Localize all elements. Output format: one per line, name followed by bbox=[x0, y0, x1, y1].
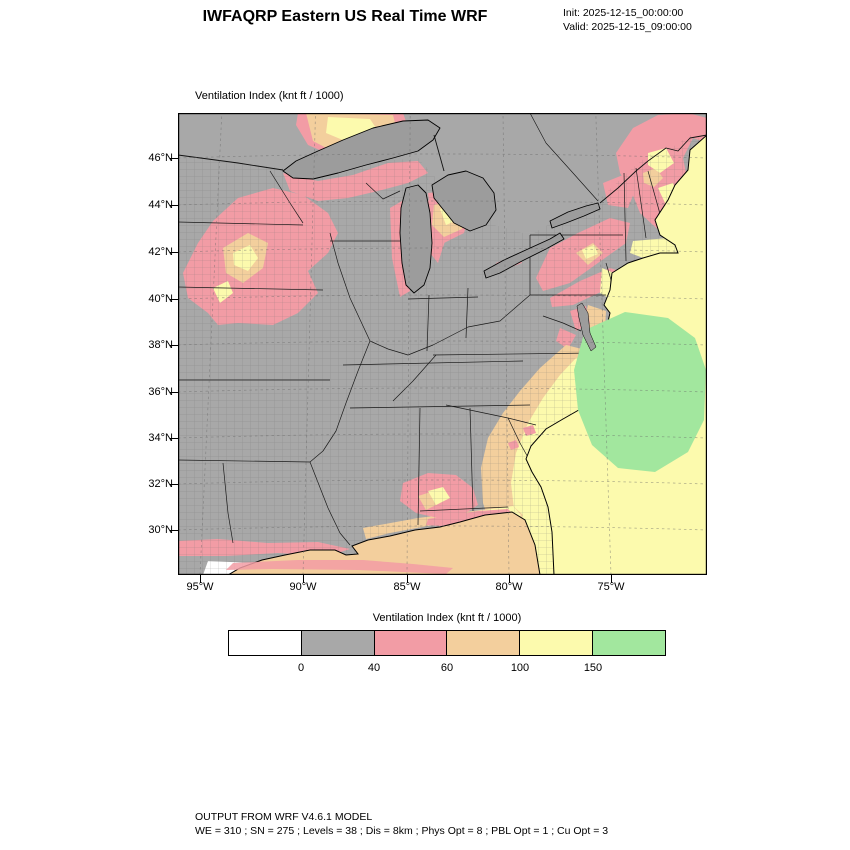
lat-label: 40°N bbox=[148, 293, 173, 305]
axis-tick bbox=[170, 530, 178, 532]
lake-erie bbox=[483, 232, 565, 279]
colorbar-segment bbox=[373, 631, 447, 655]
axis-tick bbox=[170, 484, 178, 486]
colorbar-tick-label: 100 bbox=[510, 662, 530, 674]
axis-tick bbox=[170, 158, 178, 160]
ventilation-index-map bbox=[177, 112, 708, 576]
axis-tick bbox=[170, 392, 178, 394]
lat-label: 42°N bbox=[148, 246, 173, 258]
axis-tick bbox=[170, 252, 178, 254]
colorbar-tick-label: 40 bbox=[367, 662, 381, 674]
axis-tick bbox=[200, 575, 202, 583]
lon-label: 85°W bbox=[393, 581, 421, 593]
axis-tick bbox=[170, 438, 178, 440]
colorbar-segment bbox=[519, 631, 593, 655]
colorbar-segment bbox=[592, 631, 665, 655]
lat-label: 32°N bbox=[148, 478, 173, 490]
run-metadata: Init: 2025-12-15_00:00:00 Valid: 2025-12… bbox=[563, 7, 692, 34]
lat-label: 38°N bbox=[148, 339, 173, 351]
lon-label: 95°W bbox=[186, 581, 214, 593]
axis-tick bbox=[170, 299, 178, 301]
map-canvas bbox=[177, 112, 708, 576]
lake-superior bbox=[282, 119, 441, 180]
axis-tick bbox=[509, 575, 511, 583]
gulf-of-mexico bbox=[226, 511, 541, 576]
canada-border bbox=[177, 112, 708, 204]
colorbar-segment bbox=[446, 631, 520, 655]
page-title: IWFAQRP Eastern US Real Time WRF bbox=[202, 8, 488, 25]
gulf-nearshore-pink bbox=[226, 560, 453, 574]
footer: OUTPUT FROM WRF V4.6.1 MODEL WE = 310 ; … bbox=[195, 810, 608, 838]
axis-tick bbox=[407, 575, 409, 583]
colorbar bbox=[228, 630, 666, 656]
colorbar-tick-label: 0 bbox=[297, 662, 305, 674]
colorbar-title: Ventilation Index (knt ft / 1000) bbox=[372, 612, 522, 624]
lon-label: 90°W bbox=[289, 581, 317, 593]
axis-tick bbox=[170, 345, 178, 347]
lake-michigan bbox=[399, 184, 433, 294]
lon-label: 80°W bbox=[495, 581, 523, 593]
lat-label: 36°N bbox=[148, 386, 173, 398]
model-version-line: OUTPUT FROM WRF V4.6.1 MODEL bbox=[195, 811, 373, 823]
model-config-line: WE = 310 ; SN = 275 ; Levels = 38 ; Dis … bbox=[195, 825, 609, 837]
colorbar-tick-label: 150 bbox=[583, 662, 603, 674]
offshore-high-vi-green bbox=[574, 312, 706, 472]
map-frame bbox=[178, 113, 707, 575]
valid-time: Valid: 2025-12-15_09:00:00 bbox=[563, 20, 692, 33]
lat-label: 30°N bbox=[148, 524, 173, 536]
lon-label: 75°W bbox=[597, 581, 625, 593]
colorbar-tick-label: 60 bbox=[440, 662, 454, 674]
chesapeake-bay bbox=[576, 302, 597, 352]
graticule bbox=[177, 112, 708, 576]
lake-ontario bbox=[549, 202, 601, 229]
lat-label: 44°N bbox=[148, 199, 173, 211]
axis-tick bbox=[303, 575, 305, 583]
field-label: Ventilation Index (knt ft / 1000) bbox=[195, 90, 344, 102]
init-time: Init: 2025-12-15_00:00:00 bbox=[563, 7, 684, 19]
colorbar-segment bbox=[229, 631, 301, 655]
axis-tick bbox=[170, 205, 178, 207]
colorbar-segment bbox=[300, 631, 374, 655]
axis-tick bbox=[611, 575, 613, 583]
state-borders bbox=[177, 167, 665, 546]
lat-label: 34°N bbox=[148, 432, 173, 444]
ocean bbox=[226, 133, 708, 576]
lat-label: 46°N bbox=[148, 152, 173, 164]
